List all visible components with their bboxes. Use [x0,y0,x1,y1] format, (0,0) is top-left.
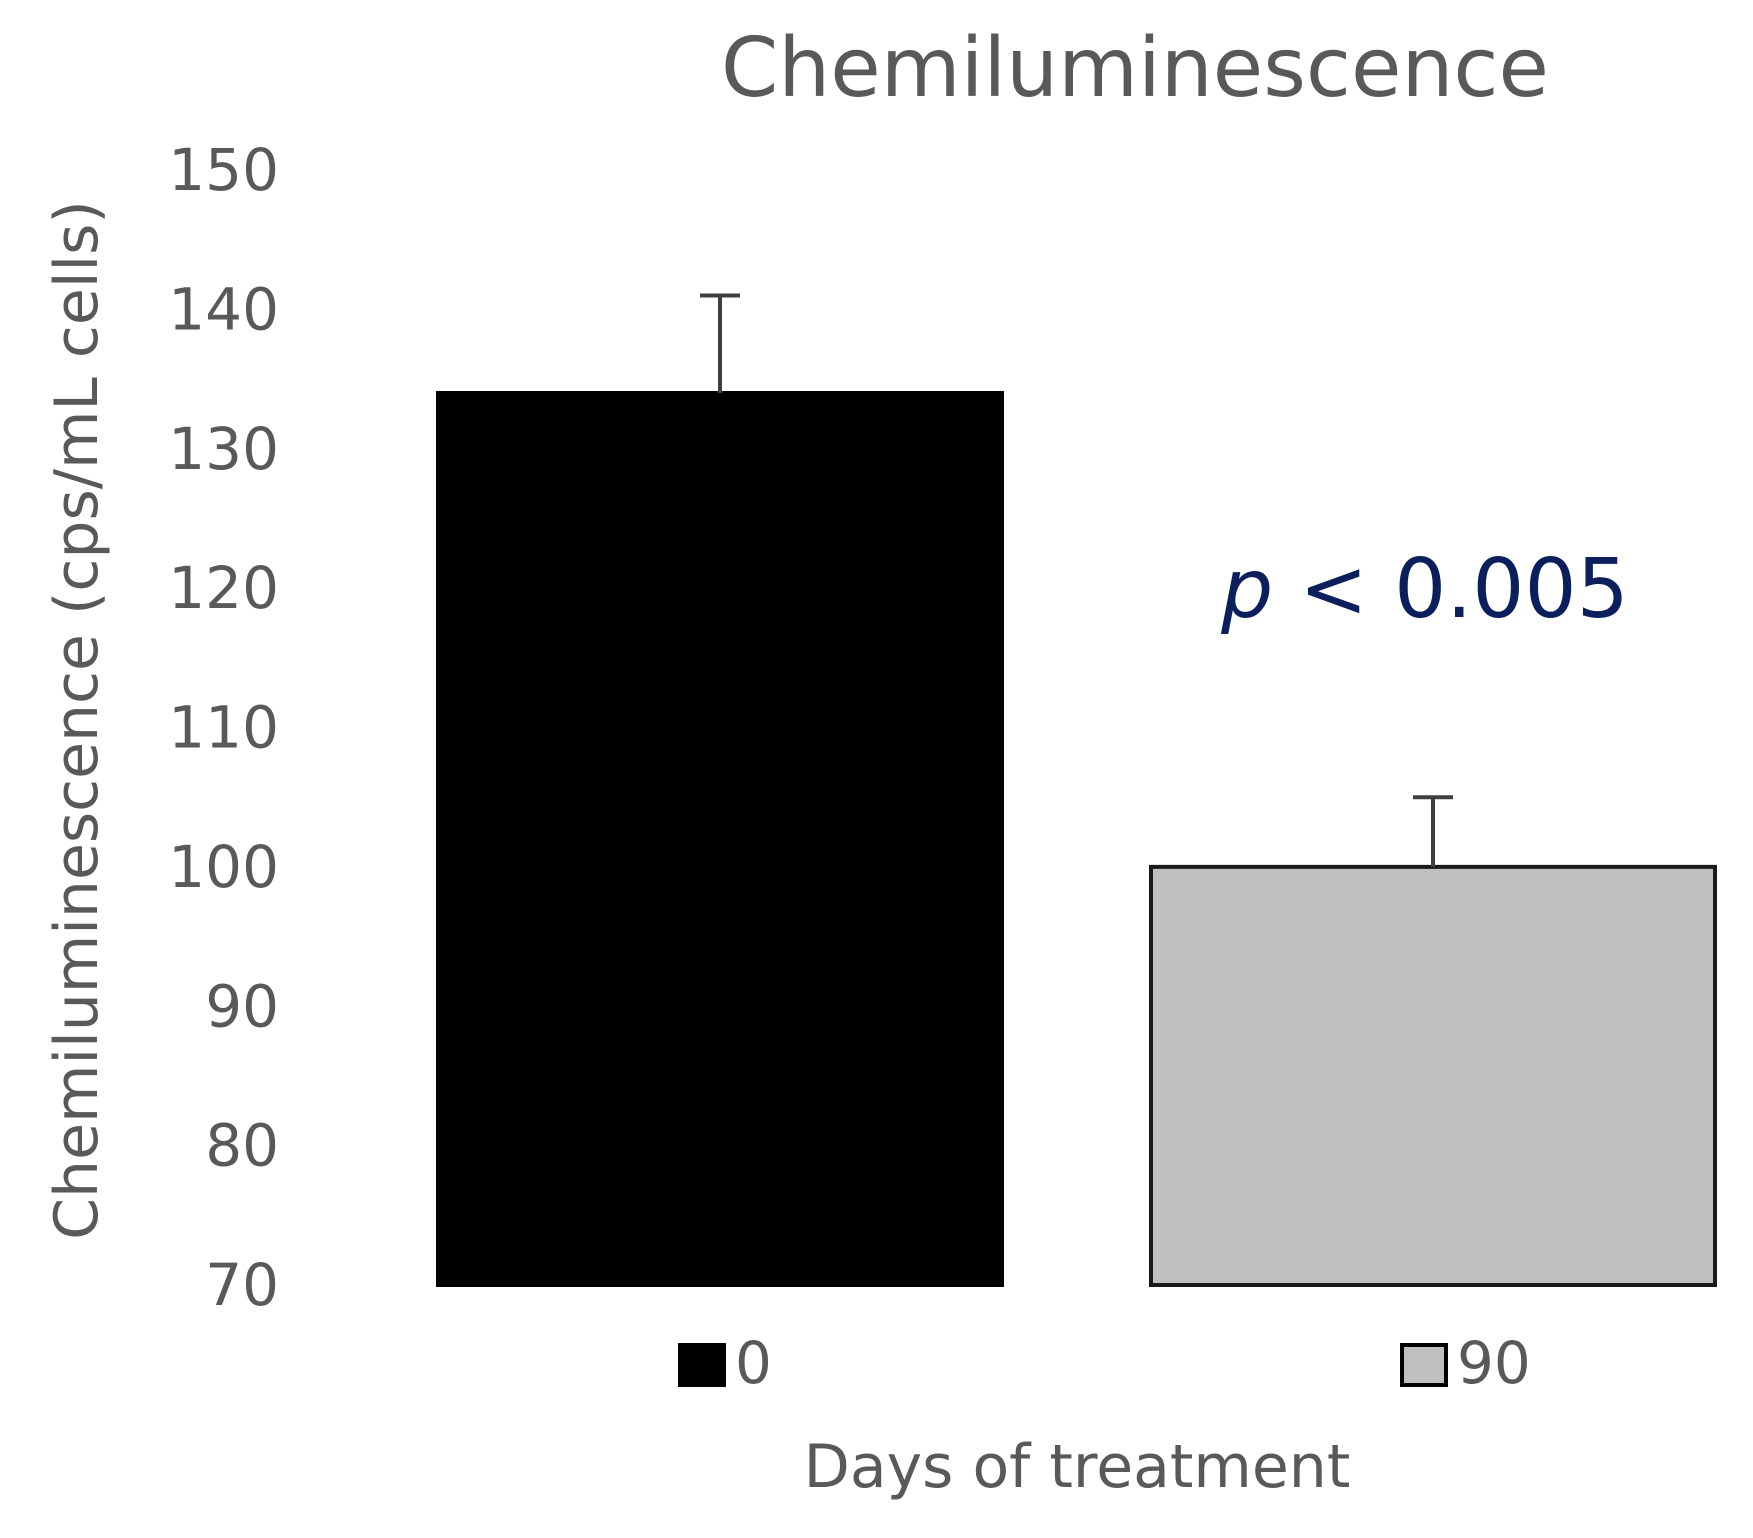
y-tick-labels: 70 80 90 100 110 120 130 140 150 [168,136,279,1319]
y-tick-label: 80 [205,1112,279,1180]
error-bars [700,293,1453,867]
legend-swatch-90 [1400,1343,1448,1387]
p-value-annotation: p < 0.005 [1220,542,1629,637]
y-tick-label: 90 [205,972,279,1040]
legend: 0 90 [678,1329,1531,1397]
legend-swatch-0 [678,1343,726,1387]
bar-day-90 [1149,864,1717,1287]
y-tick-label: 70 [205,1251,279,1319]
y-axis: 70 80 90 100 110 120 130 140 150 Chemiluminescen… [42,136,279,1319]
y-tick-label: 110 [168,694,279,762]
y-tick-label: 130 [168,415,279,483]
x-axis-label: Days of treatment [804,1432,1351,1502]
y-axis-label: Chemiluminescence (cps/mL cells) [42,200,112,1240]
legend-label-0: 0 [735,1329,772,1397]
bar-day-0 [436,391,1004,1287]
y-tick-label: 100 [168,833,279,901]
y-tick-label: 150 [168,136,279,204]
y-tick-label: 140 [168,275,279,343]
chart-title: Chemiluminescence [721,21,1549,116]
bars [436,391,1717,1287]
legend-label-90: 90 [1457,1329,1531,1397]
y-tick-label: 120 [168,554,279,622]
p-value-symbol: p [1220,542,1273,637]
p-value-text: < 0.005 [1273,542,1629,637]
